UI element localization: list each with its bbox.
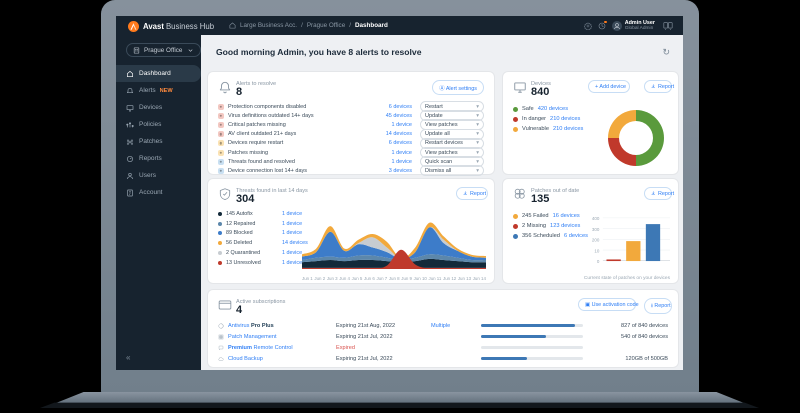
svg-text:300: 300 <box>592 227 600 232</box>
svg-text:400: 400 <box>592 216 600 221</box>
svg-text:0: 0 <box>597 259 600 264</box>
svg-text:10: 10 <box>594 248 599 253</box>
svg-text:200: 200 <box>592 238 600 243</box>
